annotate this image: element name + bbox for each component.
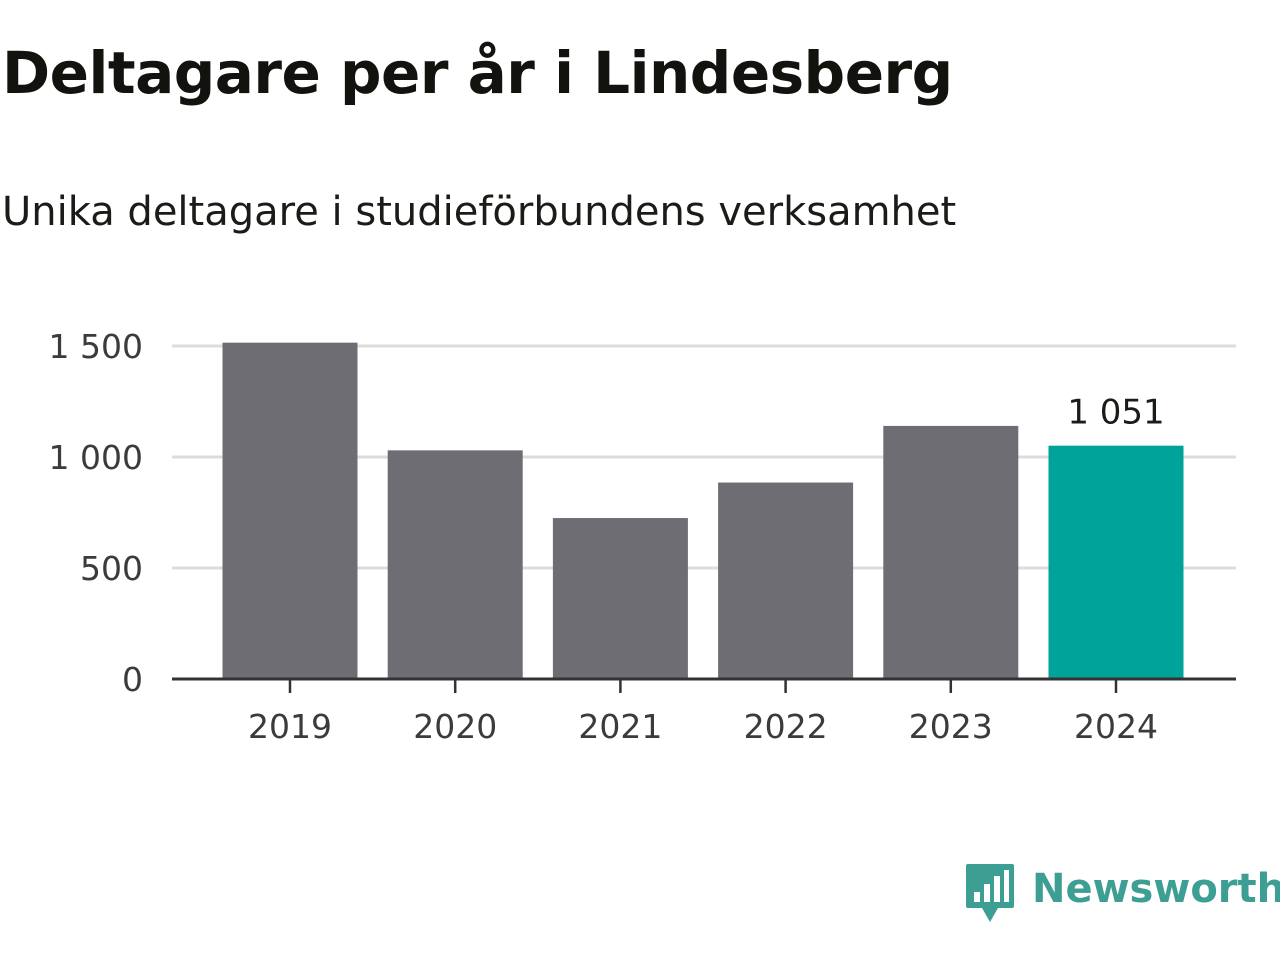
bar-2022 [718,482,854,679]
bars [222,342,1184,679]
bar-2023 [883,425,1019,679]
bar-2020 [387,450,523,679]
bar-2021 [552,518,688,679]
x-tick-label: 2020 [413,707,497,746]
x-tick-label: 2024 [1074,707,1158,746]
labels: 0 500 1 000 1 500 2019 2020 2021 2022 2023 2024 1 … [49,327,1165,746]
chart-subtitle: Unika deltagare i studieförbundens verks… [2,189,957,235]
bar-2019 [222,342,358,679]
x-axis [172,677,1236,693]
x-tick-label: 2022 [744,707,828,746]
newsworthy-logo-icon [966,864,1014,922]
y-tick-label: 1 000 [49,438,143,477]
newsworthy-logo: Newsworthy [964,862,1280,926]
x-tick-label: 2019 [248,707,332,746]
data-label: 1 051 [1067,393,1164,433]
y-tick-label: 500 [80,549,143,588]
y-tick-label: 1 500 [49,327,143,366]
bar-2024 [1048,445,1184,679]
chart-title: Deltagare per år i Lindesberg [2,39,953,107]
x-tick-label: 2021 [578,707,662,746]
x-tick-label: 2023 [909,707,993,746]
logo-text: Newsworthy [1032,866,1280,912]
y-tick-label: 0 [122,660,143,699]
